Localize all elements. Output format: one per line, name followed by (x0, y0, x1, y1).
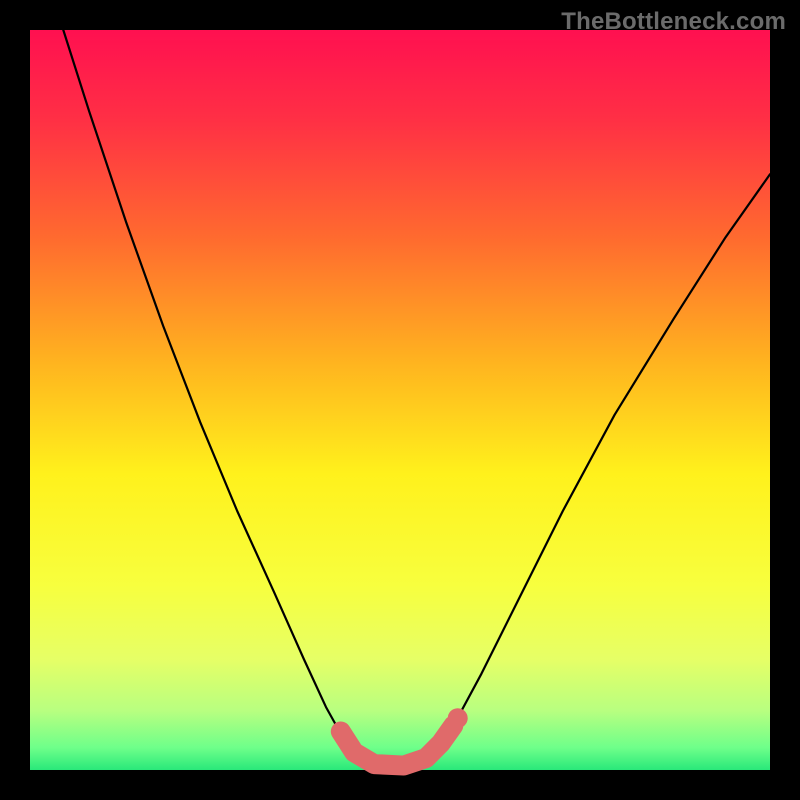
chart-canvas: TheBottleneck.com (0, 0, 800, 800)
highlighted-segment-end-dot (448, 708, 468, 728)
bottleneck-curve-plot (0, 0, 800, 800)
plot-background (30, 30, 770, 770)
